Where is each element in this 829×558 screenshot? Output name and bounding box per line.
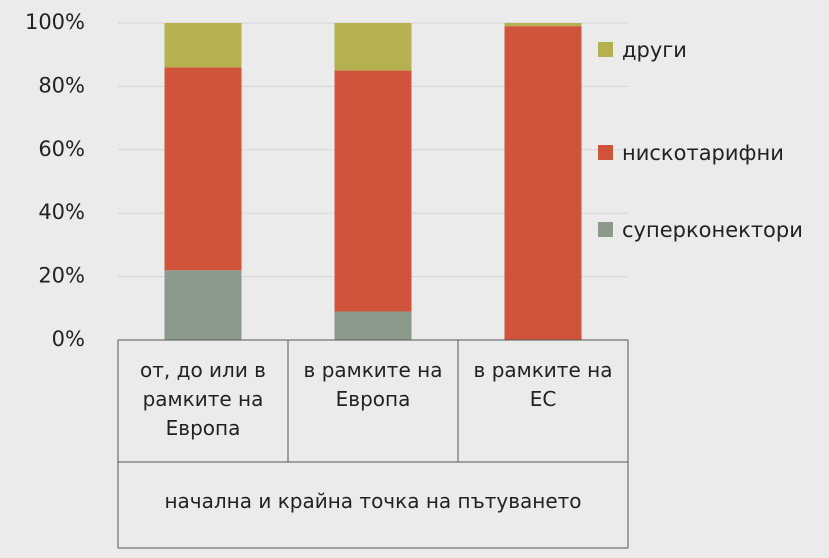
- bar-segment: [334, 23, 412, 71]
- x-tick-label: в рамките на ЕС: [473, 358, 613, 411]
- legend-swatch: [598, 42, 613, 57]
- x-tick-label: в рамките на Европа: [303, 358, 443, 411]
- legend-swatch: [598, 145, 613, 160]
- legend-label: други: [622, 38, 687, 62]
- y-tick-label: 60%: [38, 137, 85, 161]
- bar-segment: [504, 26, 582, 340]
- bar-segment: [334, 70, 412, 312]
- y-tick-label: 20%: [38, 264, 85, 288]
- x-tick-label: от, до или в рамките на Европа: [140, 358, 266, 440]
- bar-segment: [504, 23, 582, 27]
- bar-segment: [164, 270, 242, 340]
- legend-label: нискотарифни: [622, 141, 784, 165]
- y-tick-label: 40%: [38, 200, 85, 224]
- legend-label: суперконектори: [622, 218, 803, 242]
- x-axis-label: начална и крайна точка на пътуването: [164, 489, 582, 513]
- y-tick-label: 100%: [25, 10, 85, 34]
- legend-swatch: [598, 222, 613, 237]
- bar-segment: [164, 23, 242, 68]
- bar-segment: [164, 67, 242, 271]
- y-tick-label: 0%: [52, 327, 85, 351]
- y-tick-label: 80%: [38, 73, 85, 97]
- bar-segment: [334, 311, 412, 340]
